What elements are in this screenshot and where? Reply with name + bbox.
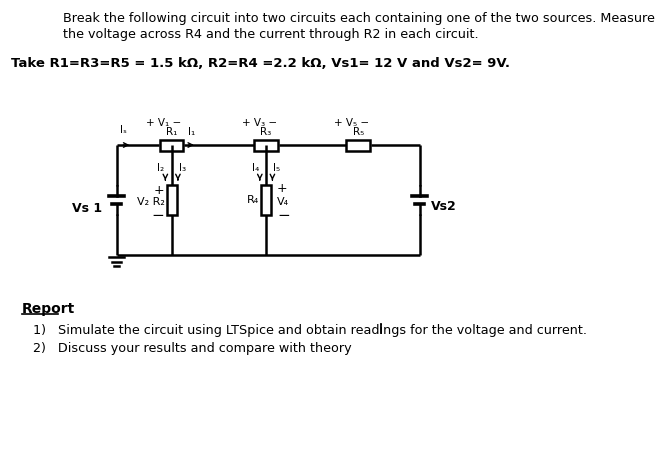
Text: R₁: R₁ xyxy=(166,127,177,137)
Text: R₃: R₃ xyxy=(260,127,271,137)
Text: Vs 1: Vs 1 xyxy=(72,202,103,215)
Text: Vs2: Vs2 xyxy=(431,199,456,212)
Text: V₄: V₄ xyxy=(277,197,289,207)
Text: I₅: I₅ xyxy=(273,163,280,173)
Text: I₂: I₂ xyxy=(158,163,165,173)
Text: the voltage across R4 and the current through R2 in each circuit.: the voltage across R4 and the current th… xyxy=(63,28,479,41)
Text: 1)   Simulate the circuit using LTSpice and obtain readings for the voltage and : 1) Simulate the circuit using LTSpice an… xyxy=(33,324,587,337)
Text: 2)   Discuss your results and compare with theory: 2) Discuss your results and compare with… xyxy=(33,342,352,355)
Text: + V₅ −: + V₅ − xyxy=(334,118,369,128)
Text: I₃: I₃ xyxy=(179,163,186,173)
Text: +: + xyxy=(277,181,288,194)
Text: I₁: I₁ xyxy=(189,127,196,137)
Text: Take R1=R3=R5 = 1.5 kΩ, R2=R4 =2.2 kΩ, Vs1= 12 V and Vs2= 9V.: Take R1=R3=R5 = 1.5 kΩ, R2=R4 =2.2 kΩ, V… xyxy=(11,57,510,70)
Text: V₂ R₂: V₂ R₂ xyxy=(136,197,165,207)
Text: Report: Report xyxy=(22,302,75,316)
Text: Break the following circuit into two circuits each containing one of the two sou: Break the following circuit into two cir… xyxy=(63,12,655,25)
Text: −: − xyxy=(152,208,165,224)
Text: −: − xyxy=(277,208,290,224)
Text: R₄: R₄ xyxy=(247,195,259,205)
Text: +: + xyxy=(154,184,165,197)
Text: Iₛ: Iₛ xyxy=(120,125,127,135)
Text: I₄: I₄ xyxy=(252,163,259,173)
Text: + V₁ −: + V₁ − xyxy=(146,118,181,128)
Text: + V₃ −: + V₃ − xyxy=(242,118,277,128)
Text: R₅: R₅ xyxy=(353,127,364,137)
